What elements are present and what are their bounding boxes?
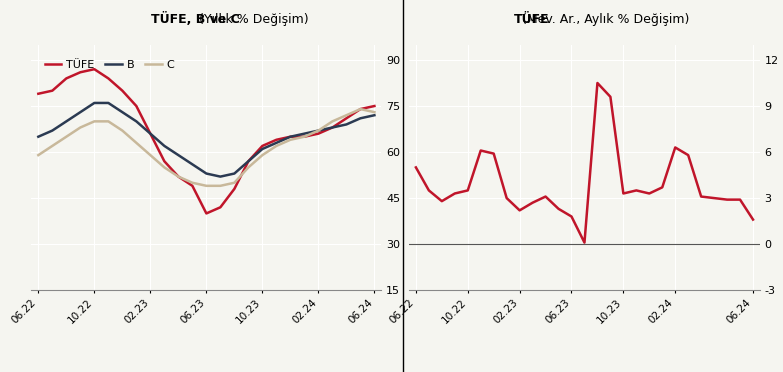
TÜFE (341, 116, 351, 121)
C (244, 165, 253, 170)
B (229, 171, 239, 176)
C (62, 134, 71, 139)
B (89, 101, 99, 105)
B (341, 122, 351, 126)
Text: TÜFE: TÜFE (514, 13, 550, 26)
B (174, 153, 183, 157)
C (103, 119, 113, 124)
B (202, 171, 211, 176)
TÜFE (146, 131, 155, 136)
C (370, 110, 379, 114)
B (314, 128, 323, 133)
C (286, 138, 295, 142)
C (76, 125, 85, 130)
TÜFE (300, 134, 309, 139)
C (300, 134, 309, 139)
Line: C: C (38, 109, 374, 186)
B (286, 134, 295, 139)
C (34, 153, 43, 157)
B (328, 125, 337, 130)
B (215, 174, 225, 179)
C (328, 119, 337, 124)
B (34, 134, 43, 139)
C (89, 119, 99, 124)
C (272, 144, 281, 148)
TÜFE (174, 174, 183, 179)
C (146, 153, 155, 157)
B (370, 113, 379, 118)
TÜFE (89, 67, 99, 71)
TÜFE (188, 183, 197, 188)
C (117, 128, 127, 133)
C (341, 113, 351, 118)
Legend: TÜFE, B, C: TÜFE, B, C (41, 55, 179, 74)
TÜFE (229, 187, 239, 191)
B (146, 131, 155, 136)
C (132, 141, 141, 145)
C (314, 128, 323, 133)
B (62, 119, 71, 124)
B (160, 144, 169, 148)
TÜFE (160, 159, 169, 163)
C (174, 174, 183, 179)
B (103, 101, 113, 105)
C (48, 144, 57, 148)
TÜFE (355, 107, 365, 111)
TÜFE (370, 104, 379, 108)
C (229, 180, 239, 185)
Text: (Mev. Ar., Aylık % Değişim): (Mev. Ar., Aylık % Değişim) (522, 13, 690, 26)
TÜFE (103, 76, 113, 81)
C (188, 180, 197, 185)
TÜFE (215, 205, 225, 209)
B (244, 159, 253, 163)
TÜFE (62, 76, 71, 81)
TÜFE (244, 159, 253, 163)
B (355, 116, 365, 121)
TÜFE (76, 70, 85, 74)
TÜFE (286, 134, 295, 139)
B (48, 128, 57, 133)
C (215, 183, 225, 188)
Line: B: B (38, 103, 374, 177)
TÜFE (48, 89, 57, 93)
C (202, 183, 211, 188)
B (300, 131, 309, 136)
Text: TÜFE, B ve C: TÜFE, B ve C (151, 12, 240, 26)
TÜFE (272, 138, 281, 142)
B (117, 110, 127, 114)
TÜFE (314, 131, 323, 136)
TÜFE (132, 104, 141, 108)
TÜFE (117, 89, 127, 93)
TÜFE (34, 92, 43, 96)
TÜFE (258, 144, 267, 148)
C (355, 107, 365, 111)
C (258, 153, 267, 157)
Line: TÜFE: TÜFE (38, 69, 374, 214)
B (188, 162, 197, 167)
B (76, 110, 85, 114)
TÜFE (202, 211, 211, 216)
TÜFE (328, 125, 337, 130)
C (160, 165, 169, 170)
B (258, 147, 267, 151)
B (272, 141, 281, 145)
B (132, 119, 141, 124)
Text: (Yıllık % Değişim): (Yıllık % Değişim) (199, 13, 309, 26)
